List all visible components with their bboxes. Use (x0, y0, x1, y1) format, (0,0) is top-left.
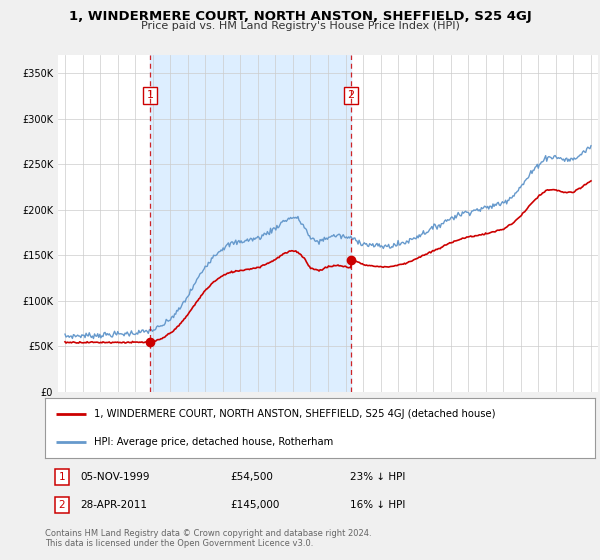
Text: 23% ↓ HPI: 23% ↓ HPI (350, 472, 406, 482)
Text: 1, WINDERMERE COURT, NORTH ANSTON, SHEFFIELD, S25 4GJ (detached house): 1, WINDERMERE COURT, NORTH ANSTON, SHEFF… (95, 409, 496, 419)
Text: 1, WINDERMERE COURT, NORTH ANSTON, SHEFFIELD, S25 4GJ: 1, WINDERMERE COURT, NORTH ANSTON, SHEFF… (68, 10, 532, 23)
Text: Contains HM Land Registry data © Crown copyright and database right 2024.
This d: Contains HM Land Registry data © Crown c… (45, 529, 371, 548)
Text: HPI: Average price, detached house, Rotherham: HPI: Average price, detached house, Roth… (95, 437, 334, 447)
Text: 1: 1 (146, 90, 154, 100)
Text: £54,500: £54,500 (230, 472, 273, 482)
Bar (150, 55, 351, 392)
Text: 1: 1 (59, 472, 65, 482)
Text: Price paid vs. HM Land Registry's House Price Index (HPI): Price paid vs. HM Land Registry's House … (140, 21, 460, 31)
Text: 2: 2 (347, 90, 355, 100)
Text: 28-APR-2011: 28-APR-2011 (80, 500, 147, 510)
Text: 16% ↓ HPI: 16% ↓ HPI (350, 500, 406, 510)
Text: 05-NOV-1999: 05-NOV-1999 (80, 472, 149, 482)
Text: 2: 2 (59, 500, 65, 510)
Text: £145,000: £145,000 (230, 500, 280, 510)
